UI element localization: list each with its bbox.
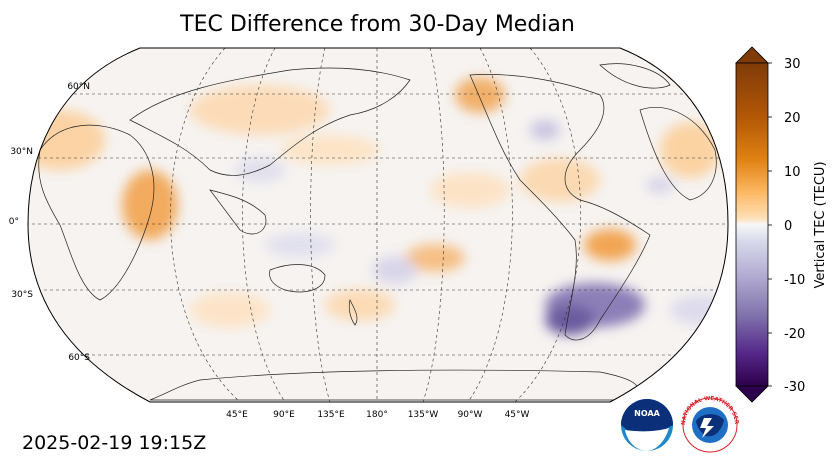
colorbar-label: Vertical TEC (TECU) xyxy=(813,161,828,288)
lat-label-60s: 60°S xyxy=(68,353,90,363)
colorbar: 30 20 10 0 -10 -20 -30 Vertical TEC (TEC… xyxy=(735,46,828,403)
lon-label-180: 180° xyxy=(366,410,388,420)
colorbar-tick-10: 10 xyxy=(784,165,801,180)
lat-label-0: 0° xyxy=(9,217,19,227)
lon-label-135w: 135°W xyxy=(408,410,439,420)
map-title: TEC Difference from 30-Day Median xyxy=(180,12,575,37)
lon-label-45e: 45°E xyxy=(226,410,248,420)
lon-label-90e: 90°E xyxy=(273,410,295,420)
colorbar-top-arrow xyxy=(735,46,769,64)
globe-outline xyxy=(27,47,729,403)
anomaly-pacific-positive xyxy=(405,244,465,272)
colorbar-tick-0: 0 xyxy=(784,219,792,234)
colorbar-tick-neg10: -10 xyxy=(784,273,805,288)
colorbar-tick-20: 20 xyxy=(784,111,801,126)
lat-label-30n: 30°N xyxy=(10,147,33,157)
anomaly-africa-positive xyxy=(122,170,178,240)
lat-label-30s: 30°S xyxy=(11,290,33,300)
colorbar-bottom-arrow xyxy=(735,385,769,403)
colorbar-tick-neg30: -30 xyxy=(784,380,805,395)
timestamp: 2025-02-19 19:15Z xyxy=(22,432,207,454)
globe xyxy=(28,48,728,402)
lon-label-90w: 90°W xyxy=(458,410,483,420)
coastlines xyxy=(38,63,717,401)
anomaly-south-america-positive xyxy=(584,229,636,261)
gridlines xyxy=(28,48,728,402)
colorbar-tick-neg20: -20 xyxy=(784,327,805,342)
colorbar-bar xyxy=(735,62,769,387)
lat-label-60n: 60°N xyxy=(67,82,90,92)
colorbar-tick-30: 30 xyxy=(784,57,801,72)
lon-label-45w: 45°W xyxy=(505,410,530,420)
lon-label-135e: 135°E xyxy=(317,410,345,420)
noaa-logo-text: NOAA xyxy=(634,409,660,418)
noaa-logo: NOAA xyxy=(621,399,673,451)
anomaly-east-pacific-negative xyxy=(373,256,417,284)
